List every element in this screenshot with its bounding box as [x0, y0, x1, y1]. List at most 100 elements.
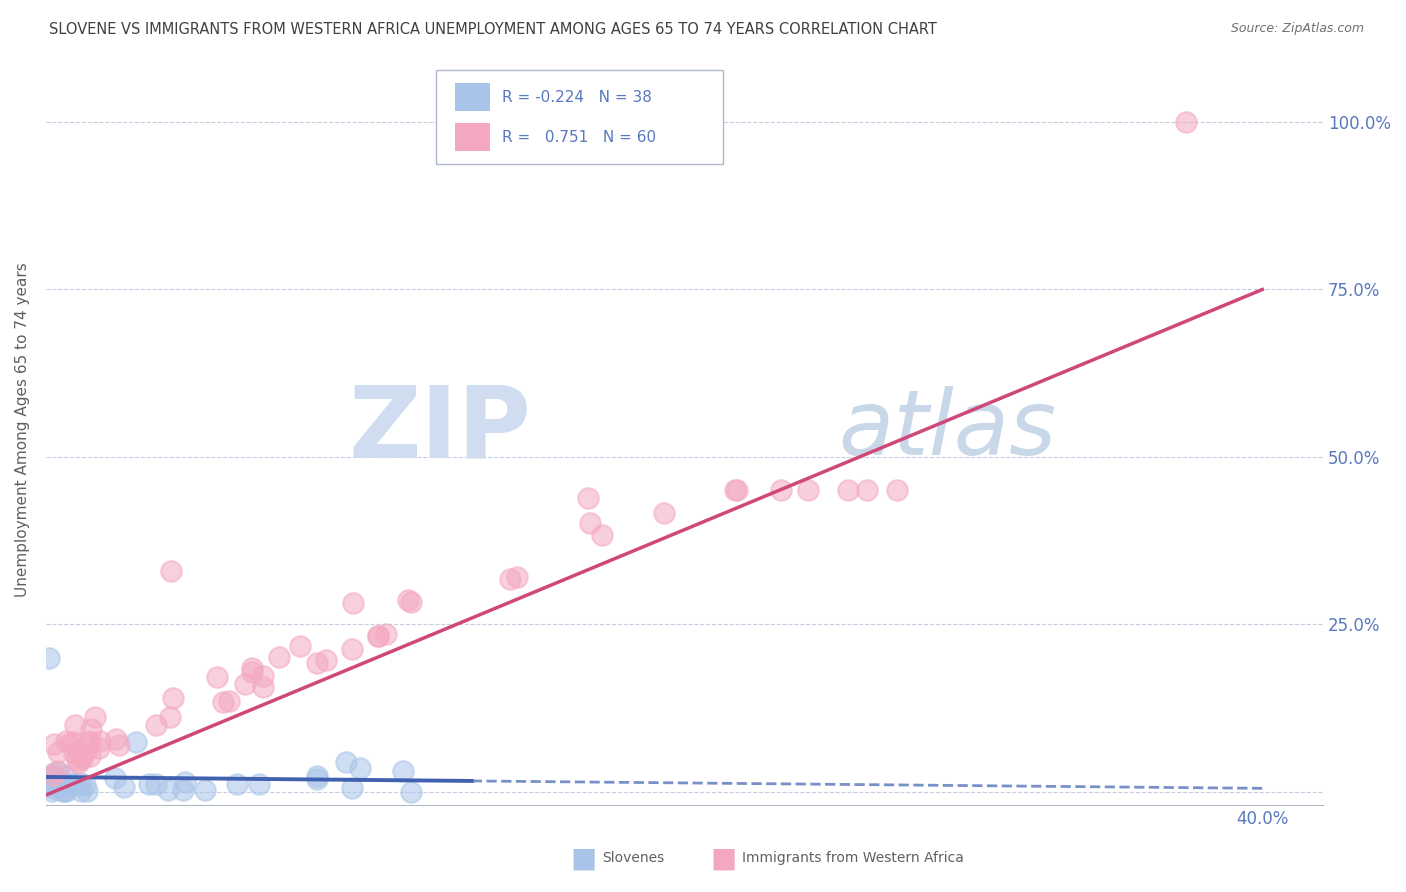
Point	[156, 783, 179, 797]
FancyBboxPatch shape	[454, 122, 491, 151]
Text: Source: ZipAtlas.com: Source: ZipAtlas.com	[1230, 22, 1364, 36]
Point	[240, 665, 263, 680]
Point	[335, 756, 357, 770]
Point	[48, 745, 70, 759]
Point	[77, 736, 100, 750]
Point	[1175, 115, 1198, 129]
Point	[797, 483, 820, 498]
Point	[41, 767, 63, 781]
Text: ■: ■	[571, 844, 596, 872]
Point	[396, 593, 419, 607]
Point	[591, 527, 613, 541]
Point	[205, 670, 228, 684]
Point	[37, 779, 59, 793]
Point	[45, 781, 67, 796]
Point	[226, 777, 249, 791]
Point	[84, 709, 107, 723]
Point	[79, 734, 101, 748]
Point	[247, 777, 270, 791]
Point	[89, 734, 111, 748]
Point	[70, 748, 93, 763]
Point	[42, 737, 65, 751]
Point	[38, 650, 60, 665]
Point	[87, 740, 110, 755]
Point	[307, 656, 329, 670]
Point	[349, 761, 371, 775]
Point	[48, 780, 70, 794]
Point	[399, 784, 422, 798]
Point	[401, 594, 423, 608]
Point	[340, 641, 363, 656]
Point	[55, 783, 77, 797]
Point	[80, 723, 103, 737]
Point	[75, 744, 97, 758]
Point	[856, 483, 879, 498]
Point	[252, 680, 274, 694]
Point	[307, 769, 329, 783]
Point	[315, 653, 337, 667]
Point	[108, 738, 131, 752]
Text: ZIP: ZIP	[349, 382, 531, 479]
Text: ■: ■	[711, 844, 737, 872]
Point	[769, 483, 792, 498]
Point	[267, 649, 290, 664]
Point	[125, 735, 148, 749]
Y-axis label: Unemployment Among Ages 65 to 74 years: Unemployment Among Ages 65 to 74 years	[15, 263, 30, 598]
Point	[173, 775, 195, 789]
Point	[367, 629, 389, 643]
Point	[55, 769, 77, 783]
Point	[76, 784, 98, 798]
Point	[159, 564, 181, 578]
Text: Immigrants from Western Africa: Immigrants from Western Africa	[742, 851, 965, 865]
Point	[62, 735, 84, 749]
Point	[38, 769, 60, 783]
Text: Slovenes: Slovenes	[602, 851, 664, 865]
Point	[70, 752, 93, 766]
Point	[506, 569, 529, 583]
Point	[105, 732, 128, 747]
Point	[233, 677, 256, 691]
Text: R = -0.224   N = 38: R = -0.224 N = 38	[502, 89, 652, 104]
Point	[576, 491, 599, 505]
Point	[59, 778, 82, 792]
FancyBboxPatch shape	[436, 70, 723, 164]
Point	[211, 695, 233, 709]
Point	[138, 777, 160, 791]
Point	[62, 747, 84, 761]
Point	[172, 782, 194, 797]
Point	[837, 483, 859, 498]
Point	[367, 629, 389, 643]
Point	[45, 778, 67, 792]
Point	[51, 775, 73, 789]
Point	[159, 710, 181, 724]
Point	[725, 483, 748, 498]
Point	[66, 753, 89, 767]
Point	[79, 748, 101, 763]
Text: SLOVENE VS IMMIGRANTS FROM WESTERN AFRICA UNEMPLOYMENT AMONG AGES 65 TO 74 YEARS: SLOVENE VS IMMIGRANTS FROM WESTERN AFRIC…	[49, 22, 936, 37]
Point	[104, 771, 127, 785]
Point	[46, 764, 69, 779]
Point	[112, 780, 135, 795]
Point	[145, 718, 167, 732]
Point	[886, 483, 908, 498]
Point	[252, 669, 274, 683]
Point	[55, 733, 77, 747]
Point	[194, 783, 217, 797]
Point	[70, 784, 93, 798]
Point	[65, 718, 87, 732]
Point	[42, 768, 65, 782]
Point	[59, 736, 82, 750]
Point	[340, 781, 363, 796]
Point	[652, 506, 675, 520]
Point	[162, 691, 184, 706]
Point	[290, 639, 312, 653]
Point	[342, 596, 364, 610]
Point	[218, 694, 240, 708]
Point	[498, 573, 520, 587]
Point	[73, 779, 96, 793]
Point	[60, 777, 83, 791]
Point	[392, 764, 415, 778]
FancyBboxPatch shape	[454, 83, 491, 112]
Point	[45, 764, 67, 778]
Point	[69, 776, 91, 790]
